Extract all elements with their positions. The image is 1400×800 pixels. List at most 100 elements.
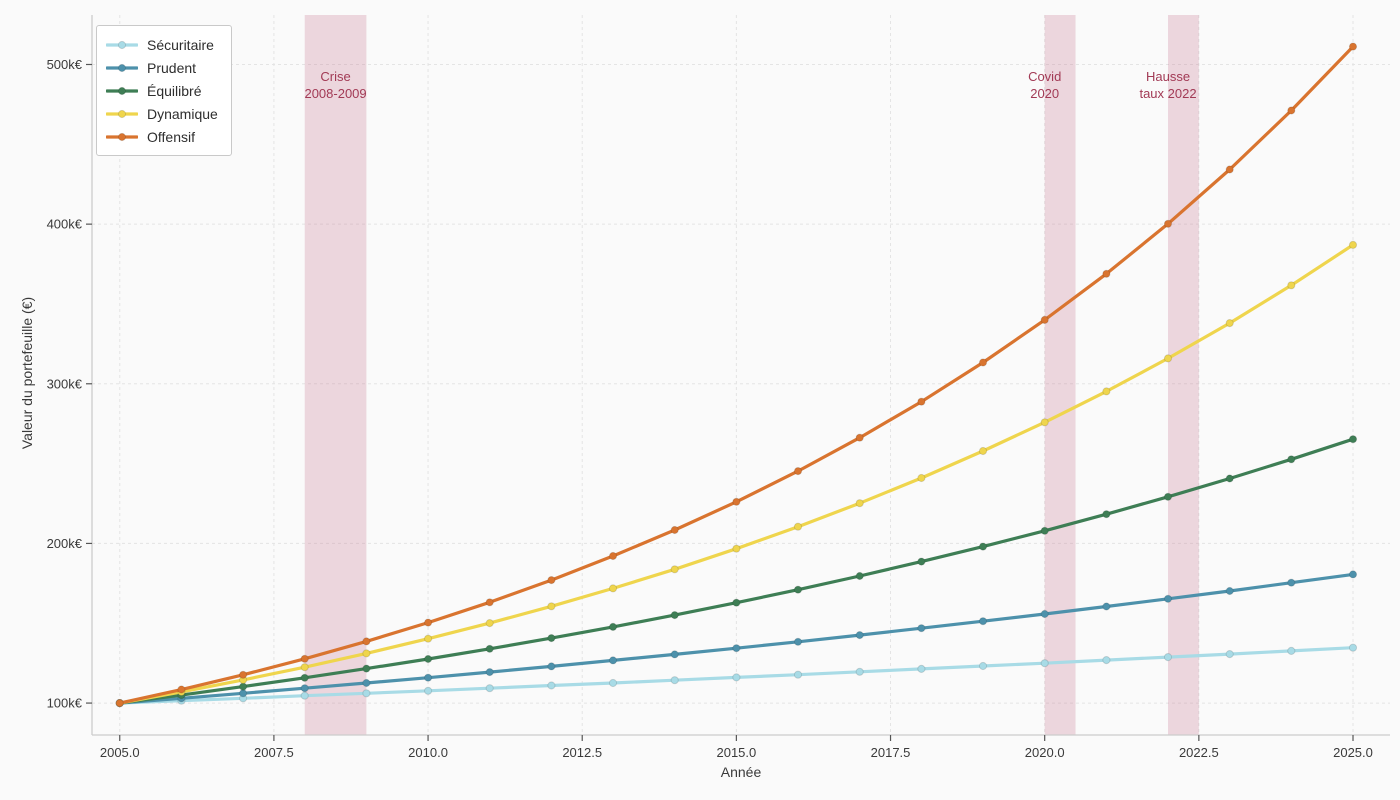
legend-item-label: Offensif [147,128,195,145]
data-point-offensif-2024 [1287,106,1296,115]
data-point-equilibre-2015 [732,598,741,607]
data-point-offensif-2016 [793,467,803,476]
data-point-offensif-2015 [732,497,741,506]
data-point-securitaire-2019 [978,661,988,671]
data-point-prudent-2020 [1040,609,1049,619]
data-point-equilibre-2012 [547,634,556,643]
data-point-securitaire-2008 [300,691,309,700]
legend-swatch-offensif [106,132,138,141]
data-point-prudent-2008 [300,684,309,693]
legend: Sécuritaire Prudent Équilibré Dynamique Offe… [96,25,232,156]
x-tick-label: 2025.0 [1333,745,1373,760]
data-point-prudent-2023 [1225,586,1234,596]
event-band-hausse-taux-2022 [1168,15,1199,735]
data-point-offensif-2021 [1102,269,1111,278]
data-point-securitaire-2025 [1348,643,1358,652]
data-point-dynamique-2017 [855,499,864,508]
event-label-covid-2020: Covid 2020 [1028,69,1061,101]
data-point-offensif-2025 [1348,42,1358,51]
data-point-offensif-2005 [115,699,124,708]
data-point-equilibre-2017 [855,571,864,581]
data-point-securitaire-2012 [547,681,556,690]
data-point-prudent-2025 [1348,570,1358,579]
data-point-equilibre-2010 [424,654,433,664]
data-point-dynamique-2021 [1102,387,1111,396]
data-point-equilibre-2020 [1040,526,1049,535]
data-point-equilibre-2023 [1225,474,1234,483]
data-point-equilibre-2021 [1102,510,1111,519]
legend-swatch-prudent [106,63,138,72]
data-point-securitaire-2009 [362,689,371,698]
data-point-prudent-2013 [608,656,618,665]
data-point-equilibre-2019 [978,542,988,551]
data-point-offensif-2007 [239,670,248,679]
legend-item-securitaire: Sécuritaire [106,33,218,56]
data-point-prudent-2007 [239,689,248,698]
data-point-dynamique-2008 [300,663,309,672]
data-point-dynamique-2024 [1287,281,1296,290]
data-point-prudent-2014 [670,650,679,659]
legend-item-label: Prudent [147,59,197,76]
data-point-prudent-2011 [485,668,494,677]
data-point-prudent-2021 [1102,602,1111,611]
legend-item-offensif: Offensif [106,125,218,148]
x-tick-label: 2015.0 [716,745,756,760]
data-point-dynamique-2020 [1040,418,1049,427]
data-point-offensif-2023 [1225,165,1234,174]
data-point-offensif-2022 [1163,219,1173,228]
data-point-offensif-2013 [608,551,618,561]
data-point-equilibre-2022 [1163,492,1173,501]
x-tick-label: 2010.0 [408,745,448,760]
data-point-equilibre-2011 [485,644,494,653]
data-point-securitaire-2021 [1102,656,1111,665]
y-tick-label: 100k€ [47,696,83,711]
data-point-offensif-2020 [1040,315,1049,324]
data-point-dynamique-2023 [1225,319,1234,328]
data-point-equilibre-2008 [300,673,309,682]
legend-swatch-securitaire [106,40,138,49]
event-band-crise-2008-2009 [304,15,367,735]
y-tick-label: 400k€ [47,217,83,232]
data-point-offensif-2014 [670,525,679,535]
data-point-dynamique-2025 [1348,240,1358,249]
legend-item-dynamique: Dynamique [106,102,218,125]
data-point-offensif-2012 [547,576,556,585]
legend-item-equilibre: Équilibré [106,79,218,102]
data-point-prudent-2012 [547,662,556,671]
x-tick-label: 2012.5 [562,745,602,760]
data-point-equilibre-2013 [608,622,618,632]
data-point-securitaire-2020 [1040,659,1049,668]
event-band-covid-2020 [1044,15,1076,735]
data-point-offensif-2010 [424,618,433,627]
data-point-offensif-2006 [177,685,186,694]
data-point-securitaire-2010 [424,686,433,695]
data-point-offensif-2019 [978,358,988,367]
data-point-securitaire-2018 [917,664,926,674]
x-tick-label: 2005.0 [100,745,140,760]
data-point-securitaire-2017 [855,667,864,676]
legend-swatch-equilibre [106,86,138,95]
legend-item-label: Équilibré [147,82,202,99]
data-point-prudent-2024 [1287,578,1296,587]
data-point-dynamique-2018 [917,473,926,483]
data-point-dynamique-2015 [732,544,741,553]
legend-item-label: Dynamique [147,105,218,122]
x-tick-label: 2020.0 [1025,745,1065,760]
data-point-dynamique-2013 [608,584,618,593]
data-point-offensif-2017 [855,433,864,442]
data-point-securitaire-2023 [1225,650,1234,659]
data-point-securitaire-2024 [1287,646,1296,656]
data-point-equilibre-2016 [793,585,803,594]
data-point-offensif-2018 [917,397,926,406]
data-point-securitaire-2016 [793,670,803,679]
x-tick-label: 2007.5 [254,745,294,760]
x-tick-label: 2017.5 [871,745,911,760]
data-point-dynamique-2019 [978,446,988,456]
y-axis-title: Valeur du portefeuille (€) [19,296,35,450]
data-point-securitaire-2022 [1163,653,1173,662]
y-tick-label: 200k€ [47,536,83,551]
data-point-prudent-2016 [793,637,803,646]
data-point-dynamique-2010 [424,634,433,643]
